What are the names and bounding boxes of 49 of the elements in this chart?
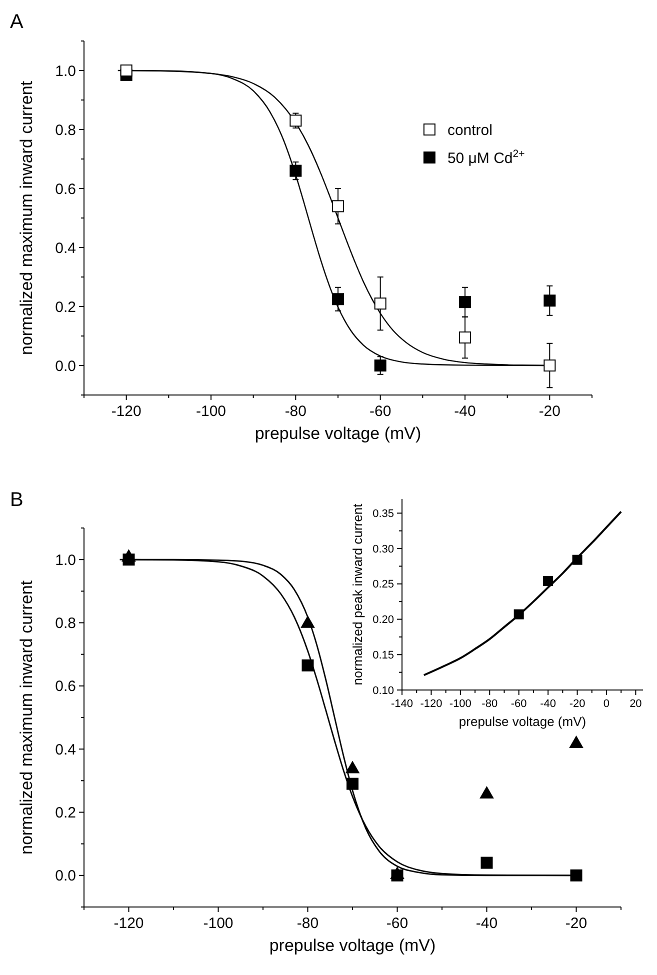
x-axis-title: prepulse voltage (mV): [458, 714, 586, 729]
y-tick-label: 0.20: [372, 614, 394, 626]
x-tick-label: -20: [538, 403, 561, 420]
y-axis-title: normalized maximum inward current: [17, 580, 36, 854]
x-tick-label: -60: [510, 698, 527, 710]
x-tick-label: -120: [111, 403, 142, 420]
y-tick-label: 0.0: [55, 868, 76, 885]
x-tick-label: -40: [454, 403, 476, 420]
x-tick-label: -120: [420, 698, 442, 710]
y-axis-title: normalized maximum inward current: [17, 80, 36, 355]
x-tick-label: -20: [569, 698, 586, 710]
y-tick-label: 0.10: [372, 684, 394, 697]
x-tick-label: 20: [630, 698, 642, 710]
y-tick-label: 1.0: [55, 62, 76, 80]
y-tick-label: 0.8: [55, 122, 76, 139]
y-tick-label: 1.0: [55, 552, 76, 569]
y-axis-title: normalized peak inward current: [350, 503, 365, 686]
y-tick-label: 0.15: [372, 649, 394, 662]
y-tick-label: 0.4: [55, 240, 76, 257]
chart-title: A: [10, 11, 24, 33]
legend-label: 50 μM Cd$^{2+}$: [447, 148, 525, 167]
x-axis-title: prepulse voltage (mV): [254, 424, 422, 443]
x-tick-label: -80: [482, 698, 498, 710]
y-tick-label: 0.35: [372, 508, 394, 520]
x-tick-label: -100: [196, 403, 226, 420]
x-tick-label: -60: [369, 403, 392, 420]
x-tick-label: -20: [565, 915, 588, 932]
y-tick-label: 0.30: [372, 543, 394, 556]
y-tick-label: 0.25: [372, 578, 394, 591]
x-tick-label: -40: [540, 698, 556, 710]
x-tick-label: -60: [386, 915, 408, 932]
x-tick-label: -40: [476, 915, 498, 932]
y-tick-label: 0.6: [55, 678, 76, 696]
y-tick-label: 0.8: [55, 615, 76, 632]
x-tick-label: 0: [603, 698, 610, 710]
y-tick-label: 0.0: [55, 358, 76, 375]
x-tick-label: -100: [449, 698, 472, 710]
y-tick-label: 0.6: [55, 180, 76, 198]
y-tick-label: 0.4: [55, 741, 76, 758]
y-tick-label: 0.2: [55, 298, 76, 316]
x-tick-label: -120: [114, 915, 144, 932]
x-tick-label: -80: [284, 403, 307, 420]
x-tick-label: -140: [390, 698, 414, 710]
x-axis-title: prepulse voltage (mV): [269, 936, 436, 955]
x-tick-label: -100: [203, 915, 234, 932]
y-tick-label: 0.2: [55, 804, 76, 822]
x-tick-label: -80: [296, 915, 319, 932]
chart-title: B: [10, 489, 24, 511]
legend-label: control: [447, 122, 492, 139]
